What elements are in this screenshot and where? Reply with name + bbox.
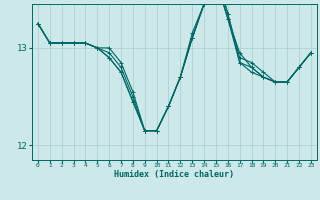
X-axis label: Humidex (Indice chaleur): Humidex (Indice chaleur): [115, 170, 234, 179]
